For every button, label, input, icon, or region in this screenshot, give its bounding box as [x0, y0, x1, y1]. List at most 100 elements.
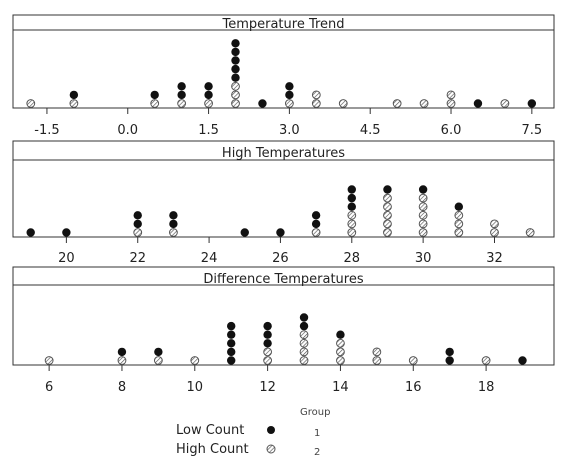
- x-tick-label: 20: [58, 251, 75, 266]
- dot-high-count: [263, 356, 273, 365]
- dot-high-count: [336, 347, 345, 357]
- x-tick-label: 6: [45, 380, 53, 395]
- dot-high-count: [204, 99, 213, 108]
- dot-low-count: [347, 185, 356, 194]
- dot-high-count: [177, 99, 187, 108]
- dot-high-count: [392, 99, 402, 108]
- dot-low-count: [285, 90, 294, 100]
- dot-high-count: [133, 228, 143, 237]
- dot-low-count: [311, 219, 321, 229]
- legend-header: Group: [300, 407, 330, 418]
- dot-low-count: [418, 185, 428, 194]
- x-tick-label: 12: [259, 380, 276, 395]
- dot-high-count: [418, 219, 428, 229]
- dot-high-count: [336, 356, 345, 365]
- x-tick-label: 0.0: [117, 123, 138, 138]
- dot-high-count: [408, 356, 418, 365]
- dot-high-count: [299, 356, 309, 365]
- dot-low-count: [227, 347, 236, 357]
- dot-low-count: [169, 211, 178, 220]
- panel-frame: [12, 140, 555, 238]
- dot-high-count: [446, 90, 456, 100]
- dot-high-count: [418, 228, 428, 237]
- dot-low-count: [231, 56, 240, 65]
- dot-low-count: [336, 330, 345, 339]
- dot-low-count: [518, 356, 527, 365]
- dot-low-count: [383, 185, 392, 194]
- dot-high-count: [419, 99, 429, 108]
- dot-high-count: [150, 99, 160, 108]
- panel-frame: [12, 266, 555, 366]
- dot-high-count: [347, 219, 357, 229]
- dot-high-count: [299, 338, 309, 348]
- dot-high-count: [338, 99, 348, 108]
- dot-low-count: [150, 90, 159, 100]
- dot-low-count: [227, 321, 236, 331]
- dot-low-count: [527, 99, 537, 108]
- dot-low-count: [26, 228, 35, 237]
- dot-low-count: [347, 202, 356, 211]
- dot-high-count: [336, 338, 345, 348]
- dot-high-count: [117, 356, 127, 365]
- dot-low-count: [445, 356, 454, 365]
- dot-low-count: [69, 90, 79, 100]
- dot-high-count: [284, 99, 294, 108]
- dot-low-count: [263, 339, 272, 348]
- dot-high-count: [153, 356, 163, 365]
- legend-marker-filled-dot: [267, 426, 275, 434]
- dot-low-count: [454, 202, 464, 211]
- dot-high-count: [263, 347, 273, 357]
- x-tick-label: 32: [486, 251, 503, 266]
- dot-high-count: [372, 347, 382, 357]
- dot-high-count: [418, 202, 428, 212]
- dot-low-count: [258, 99, 267, 108]
- x-tick-label: -1.5: [34, 123, 59, 138]
- x-tick-label: 26: [272, 251, 289, 266]
- dot-low-count: [154, 347, 163, 357]
- legend: Group Low Count 1 High Count 2: [176, 407, 330, 458]
- dot-low-count: [169, 219, 178, 229]
- x-tick-label: 8: [118, 380, 126, 395]
- x-tick-label: 6.0: [441, 123, 462, 138]
- dot-high-count: [383, 202, 392, 212]
- dot-low-count: [177, 90, 186, 100]
- dot-high-count: [299, 347, 309, 357]
- x-tick-label: 16: [405, 380, 422, 395]
- dot-low-count: [347, 193, 356, 203]
- panel-title: Temperature Trend: [221, 17, 344, 32]
- dot-low-count: [311, 211, 321, 220]
- dot-high-count: [500, 99, 510, 108]
- dot-high-count: [383, 219, 392, 229]
- dot-high-count: [44, 356, 54, 365]
- dot-high-count: [190, 356, 200, 365]
- dot-high-count: [418, 210, 428, 220]
- legend-label-high-count: High Count: [176, 442, 249, 457]
- x-tick-label: 7.5: [521, 123, 542, 138]
- dot-low-count: [133, 219, 142, 229]
- dot-high-count: [169, 228, 178, 237]
- dot-high-count: [347, 228, 357, 237]
- dot-high-count: [347, 210, 357, 220]
- dot-high-count: [26, 99, 36, 108]
- dot-high-count: [446, 99, 456, 108]
- dot-high-count: [372, 356, 382, 365]
- x-tick-label: 1.5: [198, 123, 219, 138]
- x-tick-label: 3.0: [279, 123, 300, 138]
- legend-marker-hatched-dot: [266, 444, 276, 454]
- x-tick-label: 14: [332, 380, 349, 395]
- dot-low-count: [231, 73, 240, 82]
- dot-high-count: [454, 228, 464, 237]
- dot-high-count: [481, 356, 491, 365]
- dot-low-count: [204, 90, 213, 100]
- x-tick-label: 30: [415, 251, 432, 266]
- dot-low-count: [263, 330, 272, 339]
- dot-low-count: [240, 228, 249, 237]
- dot-high-count: [383, 228, 392, 237]
- dot-low-count: [276, 228, 285, 237]
- dot-low-count: [285, 82, 294, 91]
- dot-high-count: [231, 90, 240, 100]
- dot-low-count: [117, 347, 127, 357]
- panel-1: Temperature Trend -1.5 0.0 1.5 3.0 4.5 6.0 7.5: [12, 14, 555, 138]
- panel-frame: [12, 14, 555, 109]
